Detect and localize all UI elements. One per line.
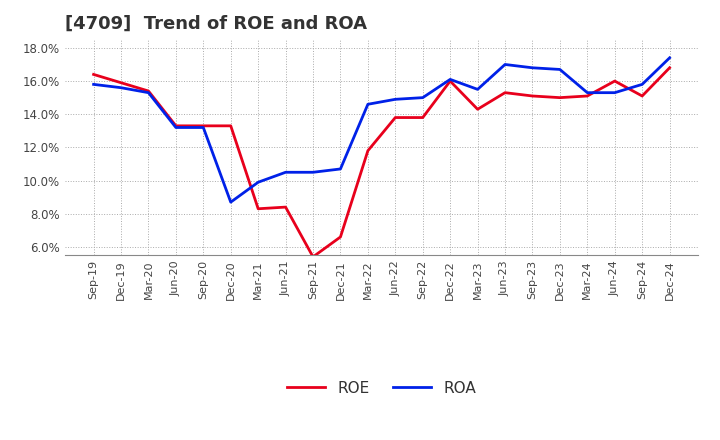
- ROE: [336, 235, 345, 240]
- Text: [4709]  Trend of ROE and ROA: [4709] Trend of ROE and ROA: [65, 15, 366, 33]
- ROE: [199, 123, 207, 128]
- ROA: [226, 199, 235, 205]
- ROE: [528, 93, 537, 99]
- ROA: [171, 125, 180, 130]
- ROA: [528, 65, 537, 70]
- Legend: ROE, ROA: ROE, ROA: [281, 375, 482, 402]
- ROE: [364, 148, 372, 154]
- ROE: [226, 123, 235, 128]
- ROA: [336, 166, 345, 172]
- ROE: [171, 123, 180, 128]
- ROA: [199, 125, 207, 130]
- ROE: [144, 88, 153, 94]
- ROE: [638, 93, 647, 99]
- ROE: [556, 95, 564, 100]
- ROE: [391, 115, 400, 120]
- ROE: [446, 78, 454, 84]
- ROE: [117, 80, 125, 85]
- ROE: [473, 106, 482, 112]
- ROA: [446, 77, 454, 82]
- ROA: [665, 55, 674, 60]
- ROE: [583, 93, 592, 99]
- ROA: [282, 170, 290, 175]
- Line: ROE: ROE: [94, 68, 670, 257]
- ROA: [254, 180, 263, 185]
- ROA: [89, 82, 98, 87]
- ROA: [556, 67, 564, 72]
- Line: ROA: ROA: [94, 58, 670, 202]
- ROA: [418, 95, 427, 100]
- ROA: [117, 85, 125, 90]
- ROE: [254, 206, 263, 211]
- ROA: [144, 90, 153, 95]
- ROE: [665, 65, 674, 70]
- ROA: [309, 170, 318, 175]
- ROA: [500, 62, 509, 67]
- ROE: [418, 115, 427, 120]
- ROE: [309, 254, 318, 260]
- ROE: [500, 90, 509, 95]
- ROA: [583, 90, 592, 95]
- ROE: [282, 205, 290, 210]
- ROA: [473, 87, 482, 92]
- ROA: [638, 82, 647, 87]
- ROA: [611, 90, 619, 95]
- ROE: [89, 72, 98, 77]
- ROA: [364, 102, 372, 107]
- ROE: [611, 78, 619, 84]
- ROA: [391, 97, 400, 102]
